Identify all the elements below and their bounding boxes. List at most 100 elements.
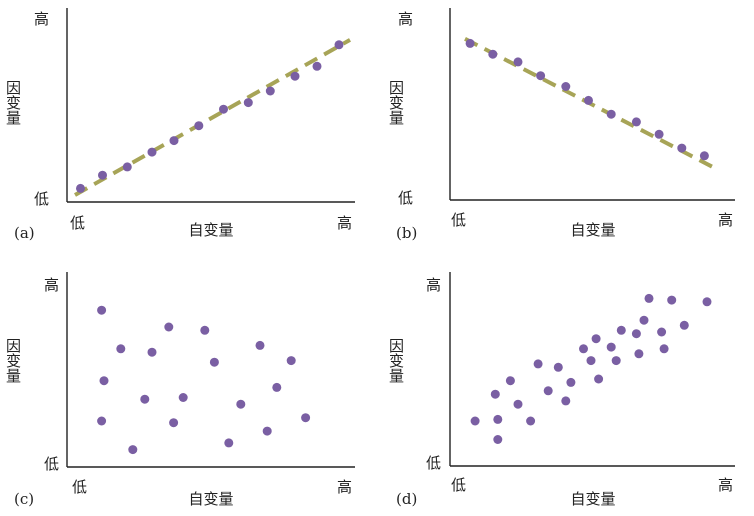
panel-d-x-low: 低: [451, 476, 466, 494]
panel-a-point-8: [243, 98, 253, 108]
panel-c-y-high: 高: [44, 276, 59, 294]
panel-d-ylabel: 因变量: [387, 338, 405, 383]
panel-a-point-1: [76, 183, 85, 193]
panel-d-point-26: [667, 295, 677, 305]
panel-d: 高 低 因变量 低 高 自变量 (d): [387, 272, 735, 508]
panel-c-point-18: [286, 356, 296, 366]
panel-b-point-2: [488, 49, 498, 59]
panel-d-x-high: 高: [718, 476, 733, 494]
panel-b: 高 低 因变量 低 高 自变量 (b): [387, 8, 735, 242]
panel-d-point-22: [639, 315, 649, 325]
panel-c-point-11: [200, 325, 210, 335]
panel-c-label: (c): [14, 490, 34, 508]
panel-a-point-10: [290, 71, 300, 81]
panel-d-point-1: [470, 416, 480, 426]
panel-d-y-high: 高: [426, 276, 441, 294]
panel-c-point-8: [164, 322, 174, 332]
panel-b-point-1: [465, 38, 475, 48]
panel-c: 高 低 因变量 低 高 自变量 (c): [4, 272, 355, 508]
chart-marks: [74, 37, 713, 455]
panel-b-point-11: [699, 151, 709, 161]
panel-b-x-low: 低: [451, 211, 466, 229]
panel-d-point-3: [490, 389, 500, 399]
panel-a: 高 低 因变量 低 高 自变量 (a): [4, 8, 355, 242]
panel-d-point-19: [616, 325, 626, 335]
panel-b-y-low: 低: [398, 189, 413, 207]
panel-c-y-low: 低: [44, 455, 59, 473]
panel-a-point-12: [334, 40, 344, 50]
panel-b-point-4: [536, 71, 546, 81]
panel-d-point-28: [702, 297, 712, 307]
panel-c-point-19: [301, 413, 311, 423]
panel-a-point-3: [122, 162, 132, 172]
panel-a-point-9: [265, 86, 275, 96]
panel-c-point-4: [116, 344, 126, 354]
panel-d-label: (d): [396, 490, 417, 508]
panel-d-xlabel: 自变量: [570, 490, 615, 508]
panel-c-point-9: [169, 418, 179, 428]
panel-a-point-7: [219, 104, 228, 114]
panel-c-x-high: 高: [337, 478, 352, 496]
panel-d-point-18: [611, 356, 621, 366]
panel-a-x-high: 高: [337, 214, 352, 232]
panel-c-point-13: [224, 438, 234, 448]
panel-c-ylabel: 因变量: [4, 338, 22, 383]
panel-c-point-17: [272, 382, 282, 392]
panel-a-point-11: [312, 61, 322, 71]
panel-d-point-23: [644, 293, 654, 303]
panel-c-x-low: 低: [72, 478, 87, 496]
panel-b-point-9: [654, 129, 664, 139]
panel-d-point-14: [586, 356, 596, 366]
panel-c-point-15: [255, 340, 265, 350]
panel-a-x-low: 低: [70, 214, 85, 232]
panel-c-point-16: [262, 426, 272, 436]
panel-c-point-14: [236, 399, 246, 409]
panel-c-point-5: [128, 445, 138, 455]
panel-d-point-11: [561, 396, 571, 406]
panel-b-point-8: [631, 117, 641, 127]
panel-b-x-high: 高: [718, 211, 733, 229]
panel-d-point-8: [533, 359, 543, 369]
panel-a-y-low: 低: [34, 190, 49, 208]
panel-c-point-2: [99, 376, 109, 386]
panel-c-point-3: [97, 416, 107, 426]
panel-d-point-12: [566, 377, 576, 387]
panel-d-point-9: [543, 386, 553, 396]
panel-d-point-20: [631, 329, 641, 339]
panel-d-point-4: [493, 414, 503, 424]
panel-d-point-5: [505, 376, 515, 386]
panel-d-point-24: [657, 327, 667, 337]
panel-a-point-6: [194, 121, 204, 131]
panel-a-ylabel: 因变量: [4, 80, 22, 125]
panel-d-point-17: [606, 342, 616, 352]
panel-d-point-6: [513, 399, 523, 409]
panel-c-point-1: [97, 305, 107, 315]
panel-c-xlabel: 自变量: [188, 490, 233, 508]
panel-d-point-16: [594, 374, 604, 384]
panel-b-ylabel: 因变量: [387, 80, 405, 125]
panel-b-label: (b): [396, 224, 417, 242]
panel-d-point-7: [526, 416, 536, 426]
panel-b-xlabel: 自变量: [570, 221, 615, 239]
panel-a-xlabel: 自变量: [188, 221, 233, 239]
panel-d-point-13: [579, 344, 588, 354]
panel-b-point-6: [584, 95, 593, 105]
panel-b-point-3: [513, 57, 523, 67]
panel-d-point-25: [659, 344, 669, 354]
panel-d-point-15: [591, 334, 601, 344]
panel-c-point-6: [140, 394, 150, 404]
panel-a-point-5: [169, 136, 179, 146]
panel-a-y-high: 高: [34, 10, 49, 28]
panel-d-point-27: [679, 320, 689, 330]
panel-b-y-high: 高: [398, 10, 413, 28]
panel-c-point-12: [209, 357, 219, 367]
panel-d-point-21: [634, 349, 644, 359]
panel-a-point-4: [147, 147, 157, 157]
panel-b-point-10: [677, 143, 687, 153]
panel-d-y-low: 低: [426, 454, 441, 472]
panel-b-point-7: [606, 109, 616, 119]
panel-c-point-10: [178, 393, 188, 402]
panel-d-point-10: [553, 362, 563, 372]
panel-d-point-2: [493, 435, 503, 444]
